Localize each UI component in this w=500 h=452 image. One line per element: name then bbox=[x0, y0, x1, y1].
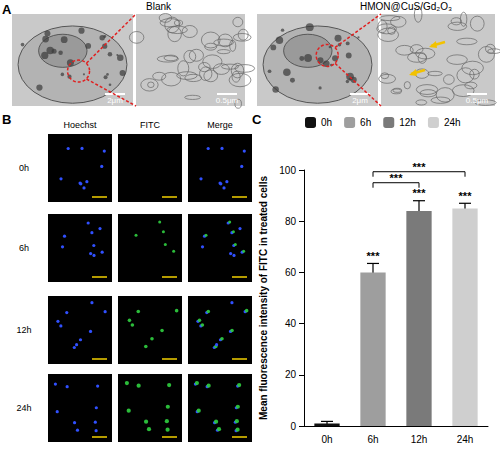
svg-text:12h: 12h bbox=[411, 434, 428, 445]
svg-text:***: *** bbox=[413, 187, 427, 199]
svg-text:6h: 6h bbox=[360, 117, 371, 128]
svg-text:0: 0 bbox=[290, 421, 296, 432]
svg-text:40: 40 bbox=[285, 318, 297, 329]
svg-text:FITC: FITC bbox=[140, 120, 160, 130]
svg-text:2μm: 2μm bbox=[107, 96, 123, 105]
svg-text:0h: 0h bbox=[321, 434, 332, 445]
svg-text:HMON@CuS/Gd₂O₃: HMON@CuS/Gd₂O₃ bbox=[360, 1, 452, 12]
svg-text:***: *** bbox=[413, 161, 427, 173]
svg-text:0.5μm: 0.5μm bbox=[216, 96, 239, 105]
svg-text:***: *** bbox=[390, 172, 404, 184]
svg-text:Mean fluorescence intensity of: Mean fluorescence intensity of FITC in t… bbox=[258, 176, 269, 420]
svg-text:***: *** bbox=[459, 190, 473, 202]
svg-text:0h: 0h bbox=[19, 163, 29, 173]
svg-text:6h: 6h bbox=[367, 434, 378, 445]
svg-text:2μm: 2μm bbox=[352, 96, 368, 105]
svg-text:100: 100 bbox=[279, 165, 296, 176]
svg-text:A: A bbox=[2, 2, 12, 17]
svg-text:80: 80 bbox=[285, 216, 297, 227]
svg-text:0.5μm: 0.5μm bbox=[466, 96, 489, 105]
svg-text:Merge: Merge bbox=[207, 120, 233, 130]
svg-text:***: *** bbox=[367, 250, 381, 262]
svg-text:C: C bbox=[252, 112, 262, 127]
svg-text:Blank: Blank bbox=[146, 1, 172, 12]
svg-text:24h: 24h bbox=[444, 117, 461, 128]
svg-text:B: B bbox=[2, 112, 11, 127]
svg-text:Hoechst: Hoechst bbox=[63, 120, 97, 130]
svg-text:20: 20 bbox=[285, 369, 297, 380]
svg-text:24h: 24h bbox=[457, 434, 474, 445]
svg-text:0h: 0h bbox=[321, 117, 332, 128]
svg-text:12h: 12h bbox=[399, 117, 416, 128]
svg-text:60: 60 bbox=[285, 267, 297, 278]
svg-text:12h: 12h bbox=[16, 325, 31, 335]
svg-text:24h: 24h bbox=[16, 403, 31, 413]
svg-text:6h: 6h bbox=[19, 243, 29, 253]
